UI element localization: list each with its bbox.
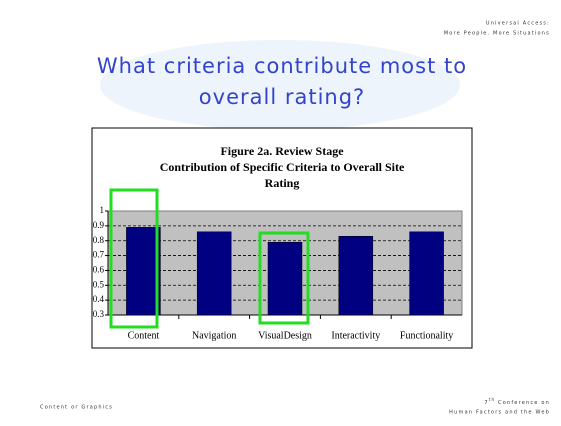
x-tick-label: VisualDesign [258,330,312,341]
footer-right: 7th Conference on [484,397,550,406]
bar [409,231,444,316]
y-tick-label: 0.8 [93,235,105,245]
y-tick-label: 0.6 [93,264,105,274]
header-line: More People. More Situations [444,31,550,37]
y-tick-label: 0.3 [93,309,105,319]
x-tick-label: Functionality [400,330,453,341]
header-line: Universal Access: [486,21,550,27]
slide-title: overall rating? [199,85,365,109]
bar [267,241,303,316]
footer-num: 7 [484,400,488,406]
footer-text: Conference on [495,400,550,406]
x-tick-label: Interactivity [331,330,380,341]
y-tick-label: 0.9 [93,220,105,230]
y-tick-label: 1 [100,205,105,215]
plot: 0.3 0.4 0.5 0.6 0.7 0.8 0.9 1 Content Navigation V… [93,188,462,341]
slide-title: What criteria contribute most to [97,54,467,78]
footer-sup: th [489,397,496,402]
x-tick-label: Content [128,330,160,341]
y-tick-label: 0.7 [93,250,105,260]
chart-title: Figure 2a. Review Stage [220,144,344,158]
footer-right: Human Factors and the Web [449,410,550,416]
chart-title: Contribution of Specific Criteria to Ove… [160,160,405,174]
x-tick-label: Navigation [192,330,236,341]
bar [196,231,232,316]
y-tick-label: 0.4 [93,294,105,304]
highlight-box [109,188,159,329]
highlight-box [258,231,310,325]
bar [338,236,374,316]
bg-logo [100,40,460,130]
footer-left: Content or Graphics [40,405,113,411]
y-tick-label: 0.5 [93,279,105,289]
bar [126,227,161,316]
chart-title: Rating [265,176,300,190]
